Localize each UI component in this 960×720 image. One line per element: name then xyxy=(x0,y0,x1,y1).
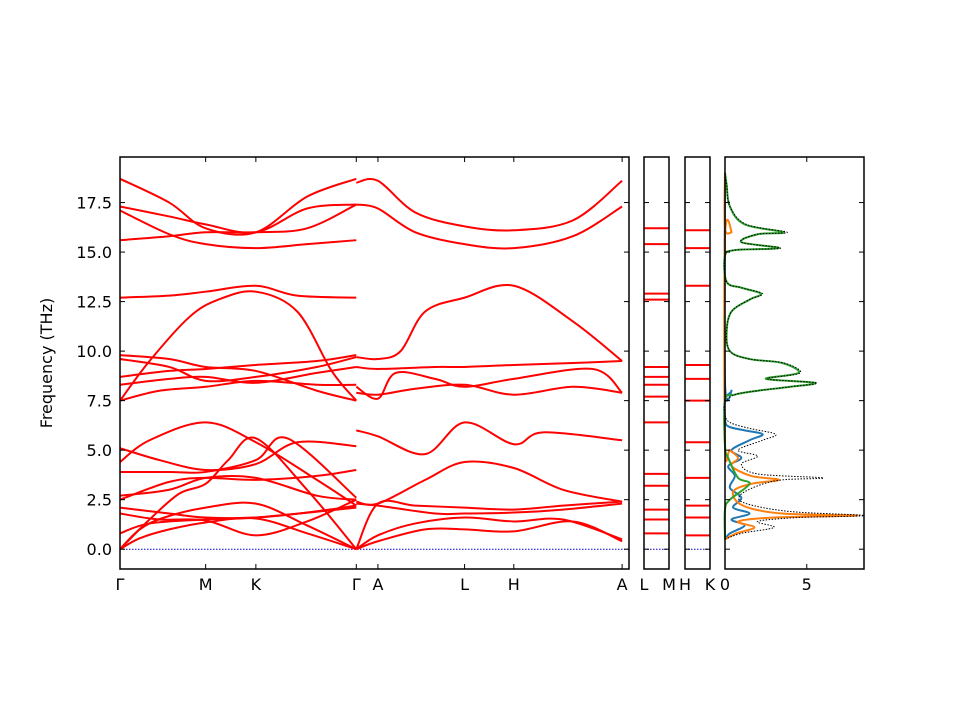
y-tick-label: 2.5 xyxy=(87,491,112,510)
x-tick-label: A xyxy=(617,575,628,594)
x-tick-label: M xyxy=(662,575,676,594)
x-tick-label: K xyxy=(251,575,262,594)
band-line xyxy=(119,379,357,402)
band-line xyxy=(119,501,357,551)
band-line xyxy=(119,504,357,520)
y-axis-label: Frequency (THz) xyxy=(37,298,56,428)
band-line xyxy=(356,177,623,232)
band-line xyxy=(356,283,623,362)
band-line xyxy=(119,468,357,501)
band-line xyxy=(119,284,357,299)
band-line xyxy=(356,203,623,250)
plot-layer: Γ M K Γ A L H A0.02.55.07.510.012.515.017.5L M H K… xyxy=(76,156,865,594)
axes-frame xyxy=(684,156,711,570)
dos-curve xyxy=(723,172,865,540)
band-line xyxy=(355,499,623,550)
band-line xyxy=(119,356,357,383)
dos-curve xyxy=(723,172,859,541)
dos-curve xyxy=(723,172,817,540)
band-line xyxy=(119,517,357,551)
axes-frame xyxy=(724,156,865,570)
x-tick-label: L xyxy=(460,575,469,594)
y-tick-label: 12.5 xyxy=(76,293,112,312)
band-line xyxy=(119,440,357,472)
x-tick-label: K xyxy=(705,575,716,594)
axes-frame xyxy=(119,156,630,570)
band-line xyxy=(119,421,357,507)
band-line xyxy=(356,360,623,370)
band-line xyxy=(119,498,357,537)
y-tick-label: 15.0 xyxy=(76,243,112,262)
x-tick-label: H xyxy=(679,575,691,594)
band-line xyxy=(119,354,357,378)
x-tick-label: Γ xyxy=(116,575,125,594)
band-line xyxy=(356,502,623,516)
band-line xyxy=(119,209,357,250)
x-tick-label: 0 xyxy=(720,575,730,594)
band-line xyxy=(119,203,357,234)
x-tick-label: 5 xyxy=(802,575,812,594)
band-line xyxy=(120,436,357,499)
band-line xyxy=(119,475,357,501)
y-tick-label: 10.0 xyxy=(76,342,112,361)
y-tick-label: 17.5 xyxy=(76,194,112,213)
y-tick-label: 5.0 xyxy=(87,441,112,460)
band-line xyxy=(356,421,623,456)
x-tick-label: M xyxy=(199,575,213,594)
x-tick-label: Γ xyxy=(352,575,361,594)
axes-frame xyxy=(643,156,670,570)
band-line xyxy=(355,367,623,400)
y-tick-label: 0.0 xyxy=(87,540,112,559)
band-line xyxy=(356,460,623,506)
panel-main: Γ M K Γ A L H A0.02.55.07.510.012.515.017.5 xyxy=(76,156,630,594)
band-line xyxy=(356,383,623,396)
x-tick-label: L xyxy=(640,575,649,594)
band-line xyxy=(355,520,623,551)
band-line xyxy=(119,177,357,236)
band-line xyxy=(355,516,623,551)
x-tick-label: A xyxy=(372,575,383,594)
x-tick-label: H xyxy=(508,575,520,594)
y-tick-label: 7.5 xyxy=(87,392,112,411)
band-line xyxy=(119,354,357,402)
band-line xyxy=(119,203,357,242)
